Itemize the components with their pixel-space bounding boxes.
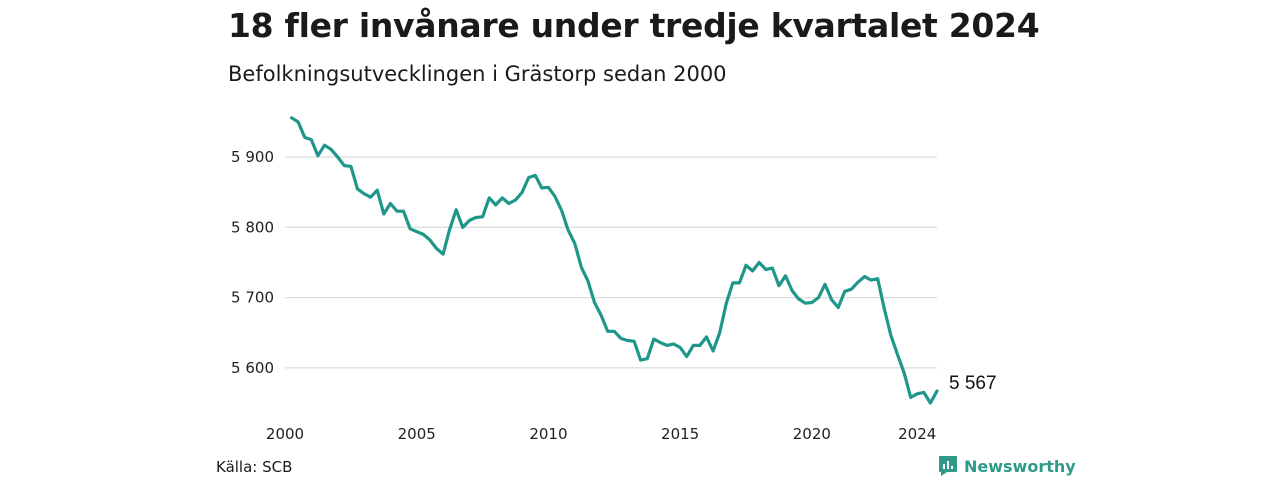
line-chart: 5 600 5 700 5 800 5 900 2000 2005 2010 2015 202… — [231, 116, 997, 443]
end-value-label: 5 567 — [949, 373, 997, 394]
x-tick-label: 2015 — [661, 425, 699, 443]
x-tick-label: 2005 — [398, 425, 436, 443]
x-tick-label: 2000 — [266, 425, 304, 443]
x-tick-label: 2020 — [793, 425, 831, 443]
brand-logo: Newsworthy — [938, 455, 1076, 477]
x-axis: 2000 2005 2010 2015 2020 2024 — [266, 425, 936, 443]
population-series-line — [290, 116, 939, 405]
x-tick-label: 2024 — [898, 425, 936, 443]
y-axis: 5 600 5 700 5 800 5 900 — [231, 148, 274, 377]
chart-title: 18 fler invånare under tredje kvartalet … — [228, 6, 1040, 45]
y-tick-label: 5 700 — [231, 289, 274, 307]
source-note: Källa: SCB — [216, 458, 293, 476]
y-tick-label: 5 800 — [231, 218, 274, 236]
y-tick-label: 5 900 — [231, 148, 274, 166]
chart-subtitle: Befolkningsutvecklingen i Grästorp sedan… — [228, 62, 727, 86]
brand-name: Newsworthy — [964, 456, 1076, 476]
gridlines — [285, 156, 937, 369]
y-tick-label: 5 600 — [231, 359, 274, 377]
newsworthy-logo-icon — [939, 456, 957, 476]
x-tick-label: 2010 — [529, 425, 567, 443]
